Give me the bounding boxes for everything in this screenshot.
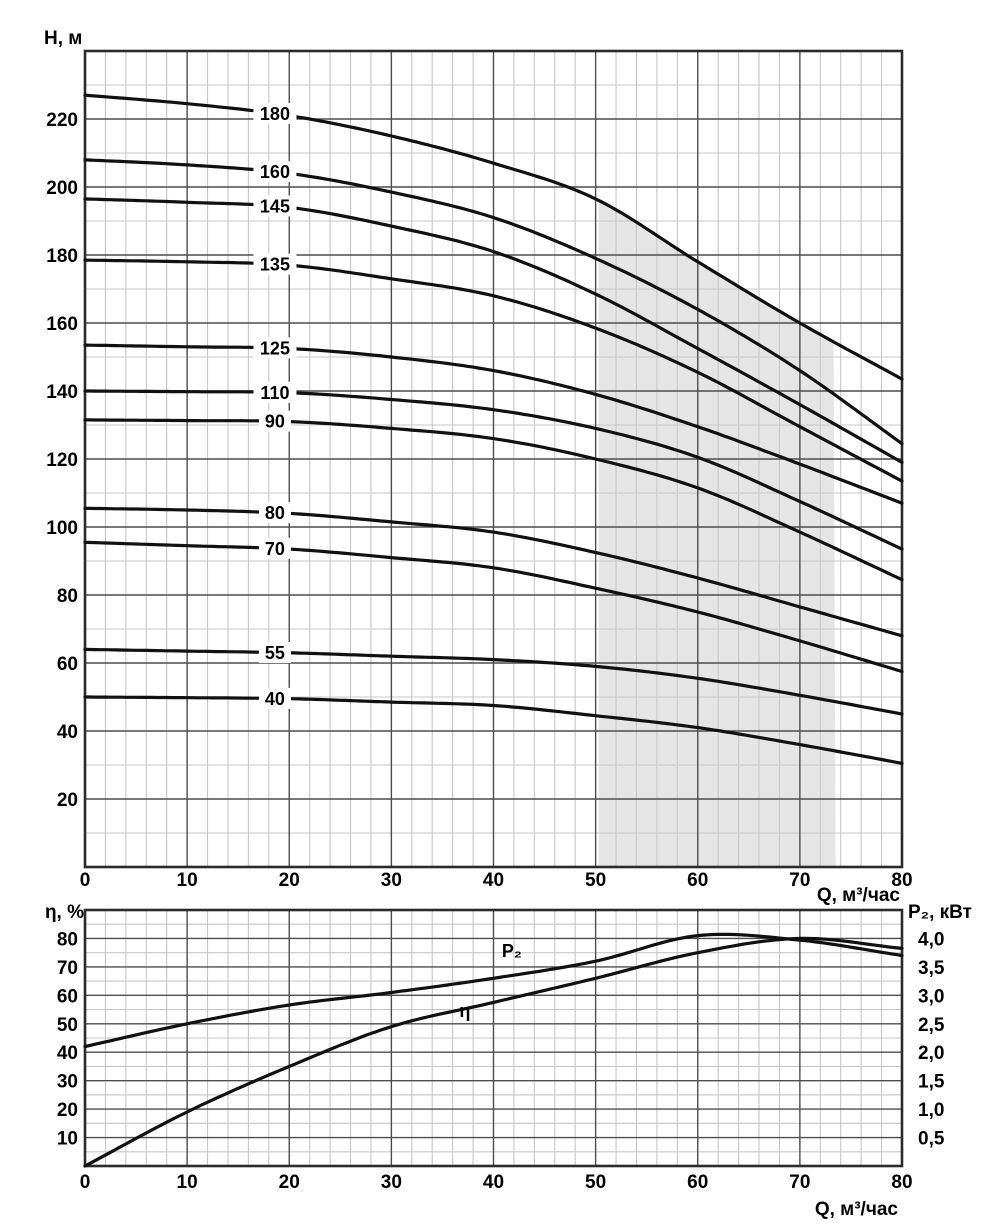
top-x-tick-label: 60 <box>687 870 708 891</box>
head-curve-55 <box>83 647 904 716</box>
top-y-tick-label: 60 <box>57 654 78 675</box>
head-curve-180 <box>83 93 904 381</box>
efficiency-tick-label: 80 <box>57 929 78 950</box>
bottom-x-tick-label: 80 <box>891 1172 912 1193</box>
power-tick-label: 2,5 <box>918 1015 945 1036</box>
curve-label-bg <box>253 161 297 183</box>
bottom-x-tick-label: 0 <box>80 1172 91 1193</box>
top-y-tick-label: 140 <box>46 382 78 403</box>
bottom-chart-left-axis-title: η, % <box>45 902 84 923</box>
plot-border <box>83 908 904 1168</box>
curve-label-bg <box>258 410 291 432</box>
curve-label-bg <box>253 337 297 359</box>
efficiency-tick-label: 50 <box>57 1015 78 1036</box>
curve-label-145: 145 <box>260 196 290 216</box>
top-x-tick-label: 70 <box>789 870 810 891</box>
efficiency-tick-label: 40 <box>57 1043 78 1064</box>
efficiency-power-chart: η P₂ 0 10 20 30 40 50 60 70 80 10 20 30 40 50 60 70 80 0,5 1… <box>57 908 945 1193</box>
power-tick-label: 0,5 <box>918 1129 945 1150</box>
curve-label-bg <box>258 687 291 709</box>
efficiency-tick-label: 10 <box>57 1129 78 1150</box>
curve-label-bg <box>253 195 297 217</box>
top-x-tick-label: 30 <box>381 870 402 891</box>
efficiency-tick-label: 30 <box>57 1072 78 1093</box>
head-curve-110 <box>83 389 904 551</box>
bottom-x-tick-label: 60 <box>687 1172 708 1193</box>
top-x-tick-label: 20 <box>279 870 300 891</box>
curve-label-160: 160 <box>260 162 290 182</box>
curve-label-180: 180 <box>260 104 290 124</box>
top-x-tick-label: 10 <box>177 870 198 891</box>
top-chart-y-axis-title: H, м <box>44 28 82 49</box>
head-curve-90 <box>83 418 904 582</box>
shaded-operating-region <box>598 200 836 867</box>
top-y-tick-label: 200 <box>46 178 78 199</box>
plot-border <box>83 49 904 869</box>
power-curve <box>83 932 904 1049</box>
curve-label-55: 55 <box>265 643 285 663</box>
head-curve-160 <box>83 158 904 446</box>
bottom-x-tick-label: 50 <box>585 1172 606 1193</box>
top-x-tick-label: 0 <box>80 870 91 891</box>
curve-label-110: 110 <box>260 383 289 403</box>
bottom-x-tick-label: 20 <box>279 1172 300 1193</box>
top-chart-x-axis-title: Q, м³/час <box>817 885 901 906</box>
power-tick-label: 1,5 <box>918 1072 945 1093</box>
power-curve-label: P₂ <box>502 941 522 961</box>
bottom-x-tick-label: 70 <box>789 1172 810 1193</box>
power-tick-label: 3,0 <box>918 986 944 1007</box>
power-tick-label: 1,0 <box>918 1100 944 1121</box>
top-y-tick-label: 100 <box>46 518 78 539</box>
bottom-x-tick-label: 30 <box>381 1172 402 1193</box>
head-curve-135 <box>83 258 904 483</box>
top-y-tick-label: 80 <box>57 586 78 607</box>
curve-label-80: 80 <box>265 503 285 523</box>
curve-label-bg <box>253 102 297 124</box>
curve-label-40: 40 <box>265 689 285 709</box>
curve-label-bg <box>258 641 291 663</box>
bottom-chart-x-axis-title: Q, м³/час <box>815 1199 899 1220</box>
efficiency-tick-label: 70 <box>57 958 78 979</box>
curve-label-bg <box>258 502 291 524</box>
power-tick-label: 2,0 <box>918 1043 944 1064</box>
head-curve-145 <box>83 197 904 464</box>
curve-label-70: 70 <box>265 539 285 559</box>
efficiency-tick-label: 60 <box>57 986 78 1007</box>
efficiency-curve <box>83 936 904 1168</box>
bottom-x-tick-label: 10 <box>177 1172 198 1193</box>
top-y-tick-label: 220 <box>46 110 78 131</box>
head-curve-40 <box>83 695 904 765</box>
top-y-tick-label: 120 <box>46 450 78 471</box>
efficiency-tick-label: 20 <box>57 1100 78 1121</box>
curve-label-135: 135 <box>260 255 290 275</box>
curve-label-bg <box>253 253 297 275</box>
bottom-x-tick-label: 40 <box>483 1172 504 1193</box>
top-x-tick-label: 40 <box>483 870 504 891</box>
power-tick-label: 4,0 <box>918 929 944 950</box>
curve-label-125: 125 <box>260 338 290 358</box>
top-y-tick-label: 20 <box>57 790 78 811</box>
top-y-tick-label: 160 <box>46 314 78 335</box>
curve-label-90: 90 <box>265 412 285 432</box>
top-y-tick-label: 180 <box>46 246 78 267</box>
bottom-chart-right-axis-title: P₂, кВт <box>908 902 972 923</box>
head-flow-chart: 180 160 145 135 125 110 90 80 70 55 40 0 10 20 30 40 50 6… <box>46 49 913 891</box>
head-curve-80 <box>83 506 904 638</box>
top-x-tick-label: 80 <box>891 870 912 891</box>
power-tick-label: 3,5 <box>918 958 945 979</box>
top-y-tick-label: 40 <box>57 722 78 743</box>
efficiency-curve-label: η <box>459 1001 470 1021</box>
head-curve-70 <box>83 540 904 674</box>
top-x-tick-label: 50 <box>585 870 606 891</box>
head-curve-125 <box>83 343 904 505</box>
curve-label-bg <box>258 537 291 559</box>
curve-label-bg <box>253 381 297 403</box>
